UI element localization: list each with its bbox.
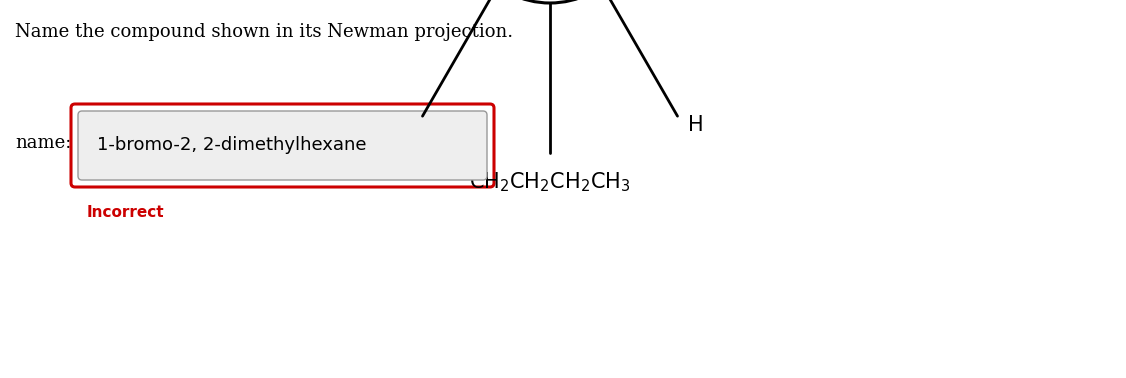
Text: H: H <box>688 115 703 135</box>
Text: Name the compound shown in its Newman projection.: Name the compound shown in its Newman pr… <box>15 23 513 41</box>
Text: name:: name: <box>15 134 71 152</box>
Text: 1-bromo-2, 2-dimethylhexane: 1-bromo-2, 2-dimethylhexane <box>97 136 366 155</box>
Text: Incorrect: Incorrect <box>87 205 164 220</box>
Text: H: H <box>396 115 412 135</box>
Ellipse shape <box>445 0 655 3</box>
FancyBboxPatch shape <box>78 111 488 180</box>
Text: CH$_2$CH$_2$CH$_2$CH$_3$: CH$_2$CH$_2$CH$_2$CH$_3$ <box>470 170 631 194</box>
